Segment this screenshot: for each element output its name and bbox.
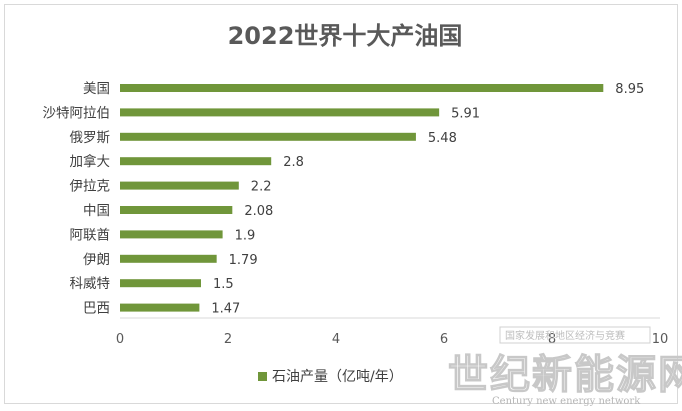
value-label: 1.47 [211, 302, 240, 317]
bar-5 [120, 181, 239, 190]
value-label: 2.2 [251, 180, 272, 195]
bar-3 [120, 132, 416, 141]
bar-9 [120, 279, 201, 288]
value-label: 2.8 [283, 155, 304, 170]
legend-swatch [258, 372, 267, 381]
category-label: 美国 [83, 81, 110, 97]
x-tick-label: 10 [652, 332, 669, 347]
chart-frame [4, 4, 678, 404]
category-label: 巴西 [83, 301, 110, 317]
value-label: 1.5 [213, 277, 234, 292]
value-label: 8.95 [615, 82, 644, 97]
value-label: 5.48 [428, 131, 457, 146]
bars-layer [120, 84, 604, 312]
x-tick-label: 4 [332, 332, 340, 347]
bar-6 [120, 206, 233, 214]
x-tick-label: 6 [440, 332, 448, 347]
category-label: 伊拉克 [70, 179, 111, 195]
bar-8 [120, 254, 217, 263]
value-labels: 8.95 5.91 5.48 2.8 2.2 2.08 1.9 1.79 1.5 1.47 [211, 82, 644, 317]
bar-7 [120, 230, 223, 239]
bar-10 [120, 303, 200, 312]
watermark: 国家发展和地区经济与竞赛 世纪新能源网 Century new energy n… [447, 326, 682, 407]
watermark-cn: 世纪新能源网 [448, 351, 682, 398]
value-label: 1.79 [229, 253, 258, 268]
legend: 石油产量（亿吨/年） [258, 369, 403, 385]
legend-label: 石油产量（亿吨/年） [272, 369, 403, 385]
value-label: 5.91 [451, 106, 480, 121]
category-label: 中国 [83, 203, 110, 219]
category-label: 沙特阿拉伯 [43, 105, 111, 121]
value-label: 1.9 [235, 228, 256, 243]
watermark-box [499, 326, 651, 344]
x-tick-label: 2 [224, 332, 232, 347]
chart-title: 2022世界十大产油国 [228, 22, 463, 50]
category-label: 加拿大 [70, 153, 111, 170]
bar-1 [120, 84, 604, 92]
watermark-en: Century new energy network [492, 396, 641, 407]
value-label: 2.08 [244, 204, 273, 219]
bar-2 [120, 108, 440, 117]
watermark-box-text: 国家发展和地区经济与竞赛 [505, 329, 625, 342]
category-label: 伊朗 [83, 252, 110, 268]
x-tick-label: 0 [116, 332, 124, 347]
category-label: 阿联酋 [70, 226, 111, 243]
bar-4 [120, 157, 272, 166]
category-label: 俄罗斯 [70, 130, 111, 146]
x-tick-label: 8 [548, 332, 556, 347]
x-axis-ticks: 0 2 4 6 8 10 [116, 332, 668, 347]
category-label: 科威特 [70, 276, 111, 292]
